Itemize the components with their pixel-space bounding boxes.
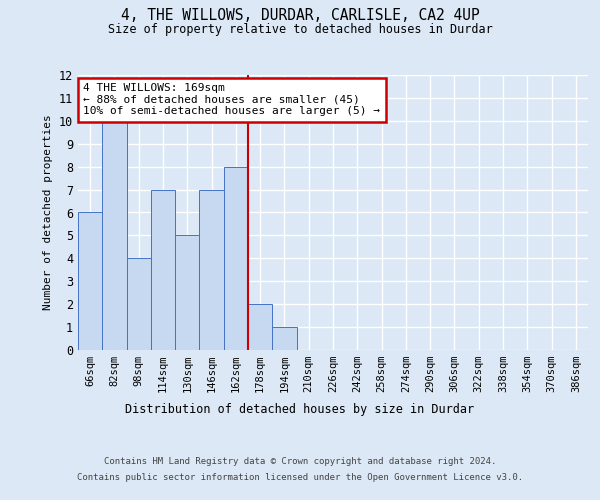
Text: Size of property relative to detached houses in Durdar: Size of property relative to detached ho… [107, 22, 493, 36]
Text: Distribution of detached houses by size in Durdar: Distribution of detached houses by size … [125, 402, 475, 415]
Bar [224, 166, 248, 350]
Bar [175, 236, 199, 350]
Text: 4 THE WILLOWS: 169sqm
← 88% of detached houses are smaller (45)
10% of semi-deta: 4 THE WILLOWS: 169sqm ← 88% of detached … [83, 83, 380, 116]
Bar [272, 327, 296, 350]
Bar [127, 258, 151, 350]
Bar [78, 212, 102, 350]
Text: Contains public sector information licensed under the Open Government Licence v3: Contains public sector information licen… [77, 472, 523, 482]
Y-axis label: Number of detached properties: Number of detached properties [43, 114, 53, 310]
Text: Contains HM Land Registry data © Crown copyright and database right 2024.: Contains HM Land Registry data © Crown c… [104, 458, 496, 466]
Bar [151, 190, 175, 350]
Bar [199, 190, 224, 350]
Bar [248, 304, 272, 350]
Text: 4, THE WILLOWS, DURDAR, CARLISLE, CA2 4UP: 4, THE WILLOWS, DURDAR, CARLISLE, CA2 4U… [121, 8, 479, 22]
Bar [102, 121, 127, 350]
